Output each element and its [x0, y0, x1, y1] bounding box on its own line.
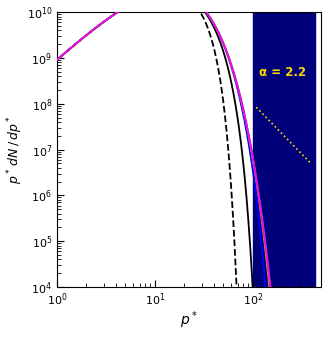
Bar: [253, 12, 315, 287]
X-axis label: $p^*$: $p^*$: [180, 310, 198, 332]
Text: α = 2.2: α = 2.2: [259, 66, 306, 79]
Y-axis label: $p^*\,dN\,/\,dp^*$: $p^*\,dN\,/\,dp^*$: [6, 115, 25, 184]
